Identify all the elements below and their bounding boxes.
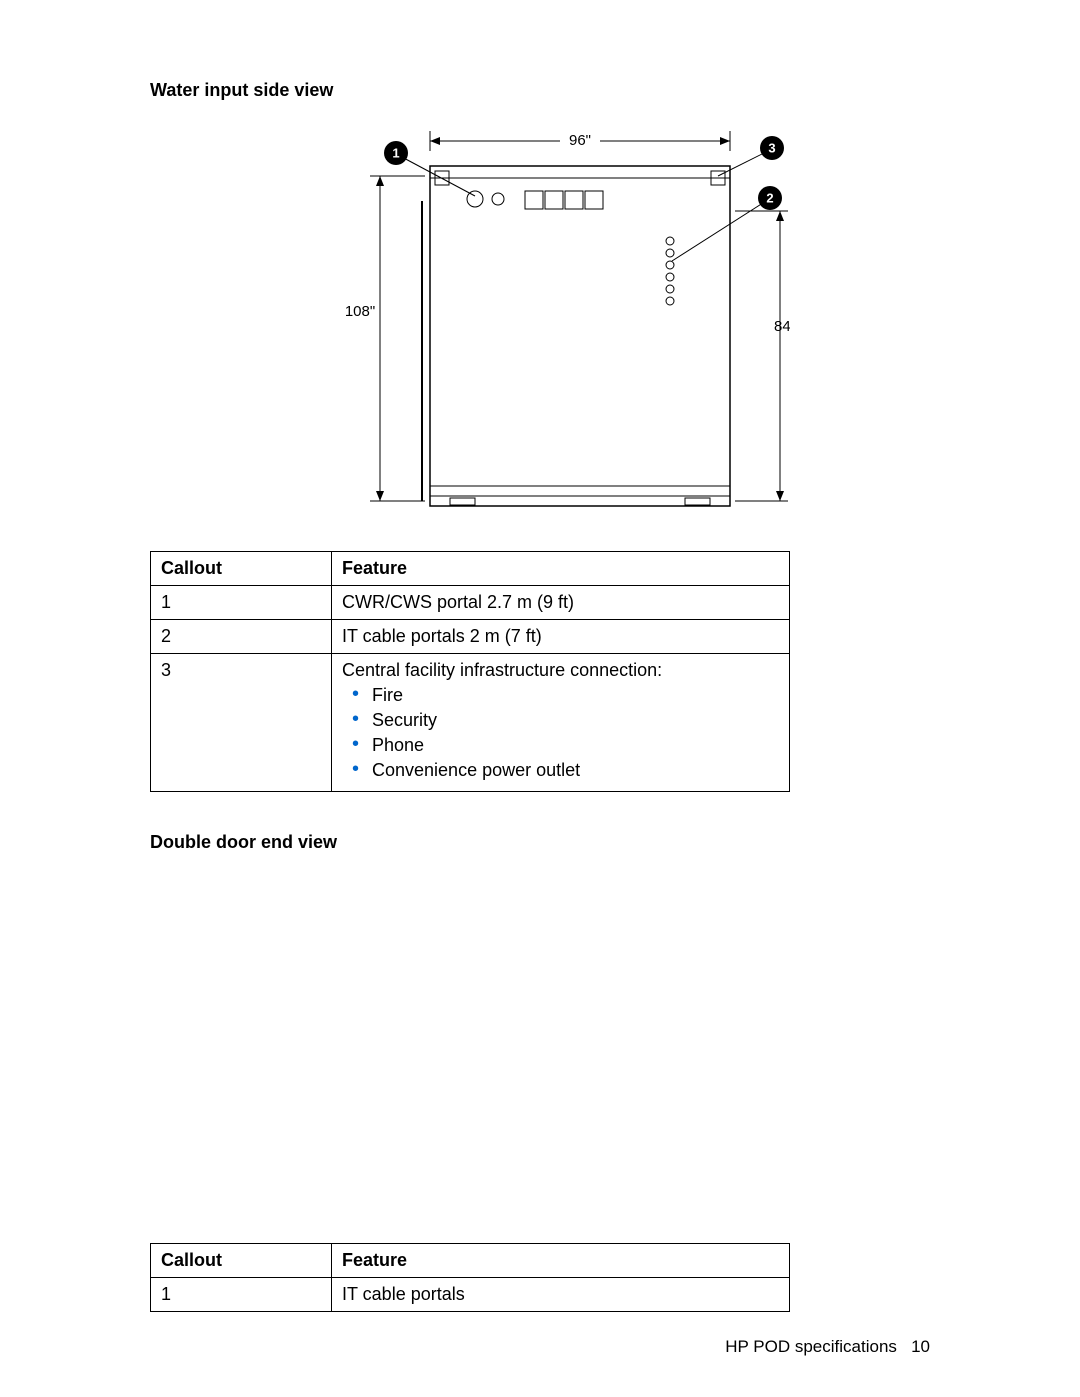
- t1-h-callout: Callout: [151, 552, 332, 586]
- list-item: Convenience power outlet: [372, 760, 779, 781]
- callout-1-label: 1: [392, 146, 399, 161]
- section2-table: Callout Feature 1 IT cable portals: [150, 1243, 790, 1312]
- section2-heading: Double door end view: [150, 832, 930, 853]
- list-item: Phone: [372, 735, 779, 756]
- t1-h-feature: Feature: [332, 552, 790, 586]
- t2-h-callout: Callout: [151, 1244, 332, 1278]
- section1-table: Callout Feature 1 CWR/CWS portal 2.7 m (…: [150, 551, 790, 792]
- t2-h-feature: Feature: [332, 1244, 790, 1278]
- list-item: Fire: [372, 685, 779, 706]
- list-item: Security: [372, 710, 779, 731]
- dim-height-right: 84": [774, 318, 790, 335]
- callout-3-label: 3: [768, 141, 775, 156]
- table-row: 2 IT cable portals 2 m (7 ft): [151, 620, 790, 654]
- table-row: 1 IT cable portals: [151, 1278, 790, 1312]
- table-row: 3 Central facility infrastructure connec…: [151, 654, 790, 792]
- table-row: 1 CWR/CWS portal 2.7 m (9 ft): [151, 586, 790, 620]
- water-input-diagram: 96" 108" 84": [290, 121, 790, 511]
- callout-2-label: 2: [766, 191, 773, 206]
- page-footer: HP POD specifications 10: [725, 1337, 930, 1357]
- section1-heading: Water input side view: [150, 80, 930, 101]
- dim-height-left: 108": [345, 303, 375, 320]
- dim-width: 96": [569, 132, 591, 149]
